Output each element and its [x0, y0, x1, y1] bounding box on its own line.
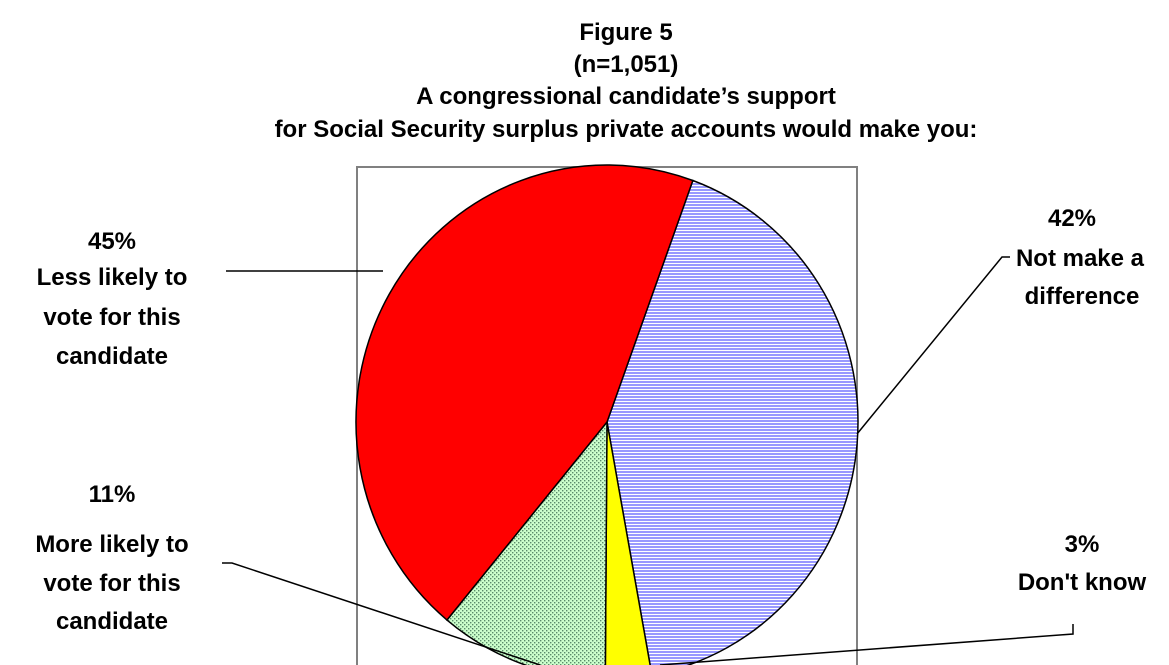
pie-slice [604, 421, 651, 665]
slice-category-label: vote for this [43, 570, 180, 597]
title-line-1: Figure 5 [579, 19, 672, 46]
chart-title: Figure 5 (n=1,051) A congressional candi… [275, 19, 978, 143]
label-less-likely: 45% Less likely to vote for this candida… [37, 228, 188, 370]
pie-slice [355, 164, 694, 622]
slice-category-label: candidate [56, 343, 168, 370]
slice-category-label: Less likely to [37, 264, 188, 291]
label-not-make-difference: 42% Not make a difference [1016, 205, 1145, 310]
title-line-3: A congressional candidate’s support [416, 83, 836, 110]
slice-category-label: More likely to [35, 531, 188, 558]
pie-slice [606, 179, 859, 665]
slice-percent-label: 11% [89, 481, 136, 508]
slice-category-label: Don't know [1018, 569, 1147, 596]
label-dont-know: 3% Don't know [1018, 531, 1147, 596]
pie-slices [355, 164, 859, 665]
pie-slice [445, 419, 608, 665]
title-line-4: for Social Security surplus private acco… [275, 116, 978, 143]
slice-category-label: candidate [56, 608, 168, 635]
leader-line-not-make-difference [856, 256, 1010, 435]
slice-percent-label: 45% [88, 228, 136, 255]
slice-category-label: Not make a [1016, 245, 1145, 272]
slice-percent-label: 42% [1048, 205, 1096, 232]
leader-lines [222, 256, 1074, 665]
slice-category-label: vote for this [43, 304, 180, 331]
title-line-2: (n=1,051) [574, 51, 679, 78]
leader-line-dont-know [659, 624, 1074, 665]
slice-percent-label: 3% [1065, 531, 1100, 558]
slice-category-label: difference [1025, 283, 1140, 310]
label-more-likely: 11% More likely to vote for this candida… [35, 481, 188, 635]
leader-line-more-likely [222, 562, 541, 665]
